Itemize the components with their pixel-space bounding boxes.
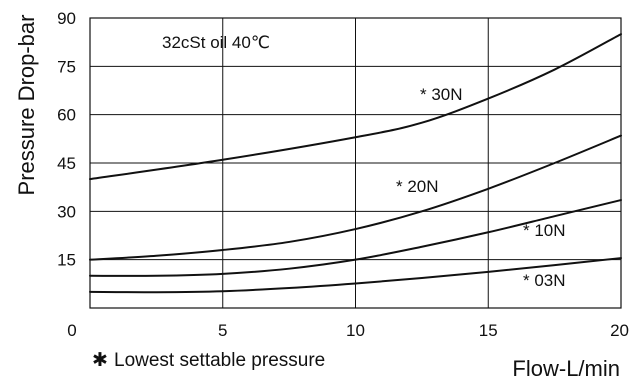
footnote-symbol: ✱ bbox=[92, 350, 108, 371]
series-label-03N: * 03N bbox=[523, 271, 566, 290]
series-line-03N bbox=[89, 257, 622, 294]
x-tick-label-10: 10 bbox=[346, 321, 365, 340]
x-tick-label-20: 20 bbox=[610, 321, 629, 340]
series-label-30N: * 30N bbox=[420, 85, 463, 104]
series-labels: * 30N * 20N * 10N * 03N bbox=[396, 85, 566, 290]
chart-grid bbox=[90, 17, 621, 308]
y-tick-label-60: 60 bbox=[57, 106, 76, 125]
series-label-20N: * 20N bbox=[396, 177, 439, 196]
series-line-10N bbox=[89, 199, 622, 277]
y-tick-label-75: 75 bbox=[57, 57, 76, 76]
plot-border bbox=[89, 17, 622, 309]
y-axis-title: Pressure Drop-bar bbox=[14, 15, 39, 196]
footnote: ✱ Lowest settable pressure bbox=[92, 350, 325, 371]
origin-label: 0 bbox=[67, 321, 76, 340]
series-label-10N: * 10N bbox=[523, 221, 566, 240]
condition-note: 32cSt oil 40℃ bbox=[162, 33, 270, 52]
y-tick-label-45: 45 bbox=[57, 154, 76, 173]
x-tick-label-5: 5 bbox=[218, 321, 227, 340]
x-axis-title: Flow-L/min bbox=[512, 356, 620, 381]
tick-labels: 15 30 45 60 75 90 0 5 10 15 20 bbox=[57, 9, 629, 340]
y-tick-label-90: 90 bbox=[57, 9, 76, 28]
y-tick-label-15: 15 bbox=[57, 251, 76, 270]
chart-series bbox=[89, 33, 622, 294]
series-line-30N bbox=[89, 33, 622, 181]
footnote-text: Lowest settable pressure bbox=[114, 350, 325, 371]
series-line-20N bbox=[89, 134, 622, 261]
y-tick-label-30: 30 bbox=[57, 202, 76, 221]
plot-frame bbox=[89, 17, 622, 309]
x-tick-label-15: 15 bbox=[479, 321, 498, 340]
